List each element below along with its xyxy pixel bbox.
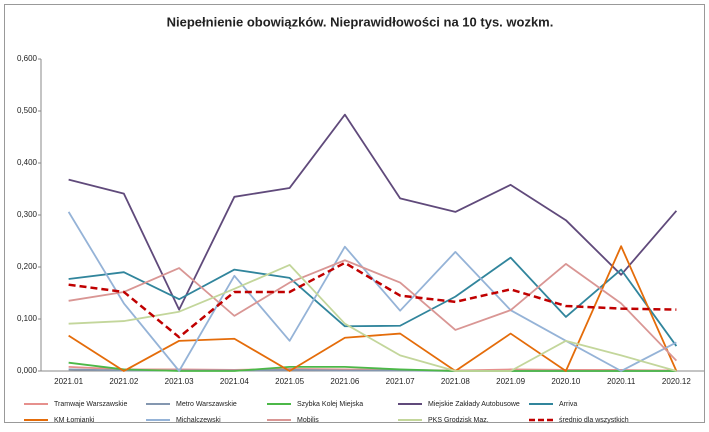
- series-line: [68, 264, 677, 372]
- x-tick-label: 2021.04: [220, 377, 249, 386]
- x-tick-label: 2020.11: [607, 377, 636, 386]
- x-tick-label: 2021.02: [109, 377, 138, 386]
- legend-label: Michalczewski: [176, 417, 221, 424]
- legend-label: średnio dla wszystkich: [559, 417, 629, 424]
- x-tick-label: 2020.10: [551, 377, 580, 386]
- legend-label: Szybka Kolej Miejska: [297, 401, 363, 408]
- y-tick-label: 0,400: [17, 158, 38, 167]
- x-tick-label: 2021.03: [165, 377, 194, 386]
- series-line: [68, 361, 677, 372]
- legend-label: PKS Grodzisk Maz.: [428, 417, 489, 424]
- legend-label: KM Łomianki: [54, 417, 95, 424]
- series-line: [68, 113, 678, 311]
- series-line: [67, 211, 677, 372]
- x-tick-label: 2021.08: [441, 377, 470, 386]
- x-tick-label: 2021.01: [54, 377, 83, 386]
- x-tick-label: 2021.06: [330, 377, 359, 386]
- x-tick-label: 2021.07: [386, 377, 415, 386]
- series-line: [68, 261, 677, 339]
- y-tick-label: 0,600: [17, 54, 38, 63]
- series-line: [68, 259, 678, 362]
- y-tick-label: 0,200: [17, 262, 38, 271]
- y-tick-label: 0,000: [17, 366, 38, 375]
- chart-title: Niepełnienie obowiązków. Nieprawidłowośc…: [167, 14, 554, 29]
- y-tick-label: 0,300: [17, 210, 38, 219]
- legend-label: Arriva: [559, 401, 577, 408]
- y-tick-label: 0,500: [17, 106, 38, 115]
- legend-label: Miejskie Zakłady Autobusowe: [428, 401, 520, 408]
- series-line: [68, 245, 678, 372]
- x-tick-label: 2021.09: [496, 377, 525, 386]
- series-line: [68, 256, 678, 347]
- legend-label: Metro Warszawskie: [176, 401, 237, 408]
- legend-label: Mobilis: [297, 417, 319, 424]
- legend-label: Tramwaje Warszawskie: [54, 401, 127, 408]
- x-tick-label: 2020.12: [662, 377, 691, 386]
- x-tick-label: 2021.05: [275, 377, 304, 386]
- y-tick-label: 0,100: [17, 314, 38, 323]
